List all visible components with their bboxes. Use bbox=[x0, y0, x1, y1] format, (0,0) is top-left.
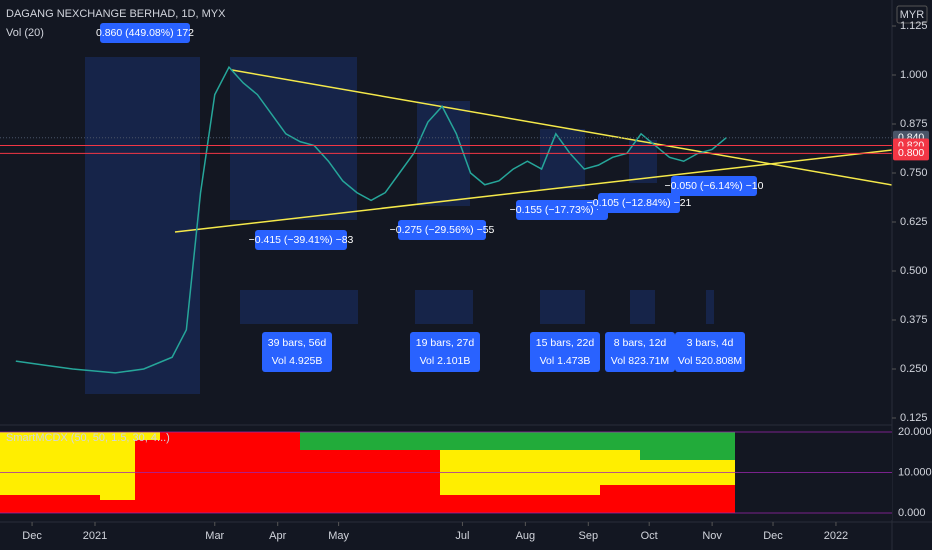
y-tick-label: 0.625 bbox=[900, 216, 928, 228]
price-tag-label: 0.800 bbox=[898, 147, 924, 159]
range-label-box bbox=[675, 332, 745, 372]
range-label: 39 bars, 56d bbox=[268, 337, 327, 349]
range-box bbox=[240, 290, 358, 324]
y-tick-label: 0.375 bbox=[900, 314, 928, 326]
y-tick-label: 0.500 bbox=[900, 265, 928, 277]
x-tick-label: May bbox=[328, 530, 349, 542]
y-tick-label: 1.000 bbox=[900, 69, 928, 81]
range-label-box bbox=[410, 332, 480, 372]
x-tick-label: Nov bbox=[702, 530, 722, 542]
x-tick-label: Aug bbox=[516, 530, 536, 542]
x-tick-label: Dec bbox=[22, 530, 42, 542]
measure-label-box bbox=[398, 220, 486, 240]
range-box bbox=[540, 290, 585, 324]
measure-label-box bbox=[516, 200, 608, 220]
y-tick-label: 10.000 bbox=[898, 466, 932, 478]
range-label: Vol 823.71M bbox=[611, 355, 669, 367]
measure-label: 0.860 (449.08%) 172 bbox=[96, 27, 194, 39]
range-label: Vol 2.101B bbox=[420, 355, 471, 367]
measure-label: −0.050 (−6.14%) −10 bbox=[665, 180, 764, 192]
range-label: Vol 4.925B bbox=[272, 355, 323, 367]
measure-label-box bbox=[100, 23, 190, 43]
x-tick-label: Oct bbox=[641, 530, 658, 542]
measure-label: −0.275 (−29.56%) −55 bbox=[390, 224, 495, 236]
y-tick-label: 0.250 bbox=[900, 363, 928, 375]
x-tick-label: 2022 bbox=[824, 530, 848, 542]
indicator-name: SmartMCDX (50, 50, 1.5, 30, 4...) bbox=[6, 432, 170, 444]
range-label: Vol 1.473B bbox=[540, 355, 591, 367]
range-label-box bbox=[530, 332, 600, 372]
volume-label: Vol (20) bbox=[6, 27, 44, 39]
range-label: Vol 520.808M bbox=[678, 355, 742, 367]
y-tick-label: 0.125 bbox=[900, 412, 928, 424]
measure-label-box bbox=[255, 230, 347, 250]
range-label: 8 bars, 12d bbox=[614, 337, 667, 349]
measure-box bbox=[540, 129, 585, 189]
measure-label: −0.155 (−17.73%) −31 bbox=[510, 204, 615, 216]
y-tick-label: 0.875 bbox=[900, 118, 928, 130]
range-label: 3 bars, 4d bbox=[687, 337, 734, 349]
range-label: 19 bars, 27d bbox=[416, 337, 475, 349]
measure-label: −0.105 (−12.84%) −21 bbox=[587, 197, 692, 209]
measure-label: −0.415 (−39.41%) −83 bbox=[249, 234, 354, 246]
y-tick-label: 1.125 bbox=[900, 20, 928, 32]
empty bbox=[735, 430, 892, 520]
x-tick-label: Apr bbox=[269, 530, 286, 542]
x-tick-label: Mar bbox=[205, 530, 224, 542]
x-tick-label: Dec bbox=[763, 530, 783, 542]
measure-box bbox=[629, 140, 657, 183]
range-box bbox=[706, 290, 714, 324]
y-tick-label: 0.750 bbox=[900, 167, 928, 179]
price-tag bbox=[893, 146, 929, 161]
symbol-title: DAGANG NEXCHANGE BERHAD, 1D, MYX bbox=[6, 8, 226, 20]
range-label: 15 bars, 22d bbox=[536, 337, 595, 349]
x-tick-label: Jul bbox=[455, 530, 469, 542]
trendline bbox=[231, 69, 893, 186]
measure-label-box bbox=[598, 193, 680, 213]
y-tick-label: 20.000 bbox=[898, 426, 932, 438]
x-tick-label: 2021 bbox=[83, 530, 107, 542]
measure-label-box bbox=[671, 176, 757, 196]
range-label-box bbox=[262, 332, 332, 372]
trendline bbox=[174, 149, 893, 233]
currency: MYR bbox=[900, 9, 925, 21]
range-label-box bbox=[605, 332, 675, 372]
measure-box bbox=[85, 57, 200, 394]
range-box bbox=[415, 290, 473, 324]
x-tick-label: Sep bbox=[579, 530, 599, 542]
currency-box bbox=[896, 5, 928, 24]
y-tick-label: 0.000 bbox=[898, 507, 926, 519]
range-box bbox=[630, 290, 655, 324]
